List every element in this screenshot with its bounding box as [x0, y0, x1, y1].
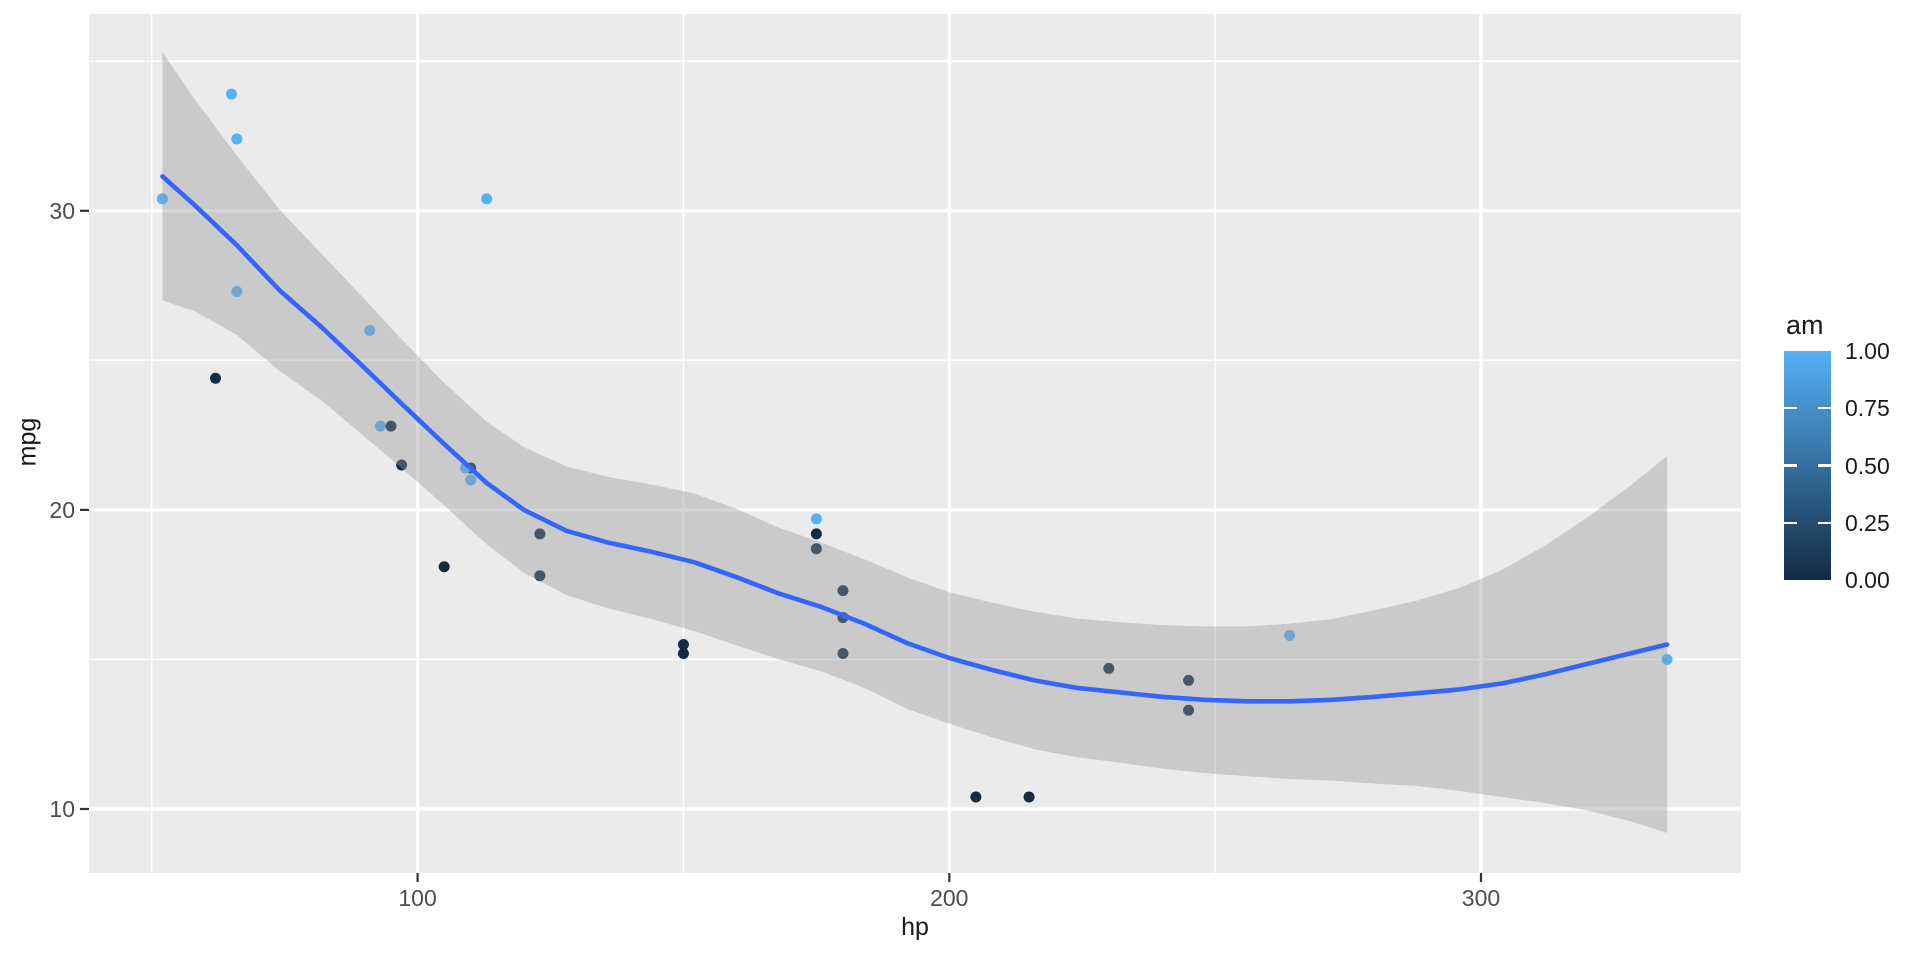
data-point	[225, 88, 237, 100]
data-point	[396, 459, 408, 471]
data-point	[210, 372, 222, 384]
y-axis-title: mpg	[13, 417, 42, 467]
data-point	[231, 133, 243, 145]
y-tick-label: 30	[49, 198, 75, 224]
data-point	[374, 420, 386, 432]
data-point	[810, 513, 822, 525]
data-point	[364, 324, 376, 336]
data-point	[837, 647, 849, 659]
data-point	[1103, 662, 1115, 674]
x-tick-label: 100	[398, 885, 436, 911]
panel-background	[89, 14, 1741, 873]
x-tick-label: 200	[930, 885, 968, 911]
data-point	[438, 561, 450, 573]
data-point	[156, 193, 168, 205]
data-point	[810, 543, 822, 555]
data-point	[534, 528, 546, 540]
data-point	[534, 570, 546, 582]
x-axis-title: hp	[901, 913, 929, 941]
data-point	[677, 638, 689, 650]
data-point	[677, 647, 689, 659]
data-point	[1183, 674, 1195, 686]
data-point	[385, 420, 397, 432]
data-point	[970, 791, 982, 803]
confidence-ribbon	[162, 52, 1668, 833]
y-tick-label: 20	[49, 497, 75, 523]
data-point	[1023, 791, 1035, 803]
data-point	[231, 286, 243, 298]
data-point	[481, 193, 493, 205]
data-point	[1661, 653, 1673, 665]
data-point	[1284, 630, 1296, 642]
smooth-line	[160, 174, 1670, 704]
x-tick-label: 300	[1462, 885, 1500, 911]
y-tick-label: 10	[49, 796, 75, 822]
data-point	[837, 585, 849, 597]
data-point	[1183, 704, 1195, 716]
data-point	[465, 474, 477, 486]
data-point	[810, 528, 822, 540]
